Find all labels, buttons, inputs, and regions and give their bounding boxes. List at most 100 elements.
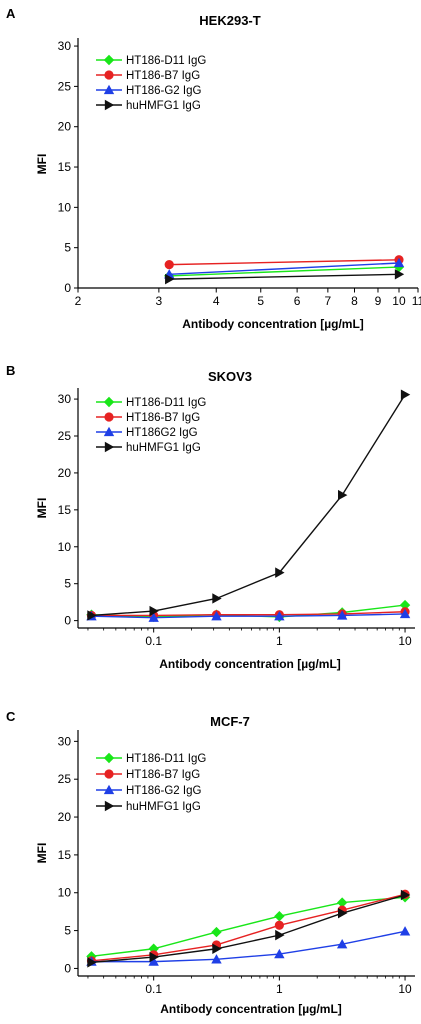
data-point — [399, 926, 411, 936]
legend-label: HT186-G2 IgG — [126, 85, 201, 97]
legend-marker — [104, 769, 114, 779]
legend-label: HT186-G2 IgG — [126, 785, 201, 797]
y-tick-label: 25 — [58, 429, 72, 443]
data-point — [148, 612, 159, 622]
y-tick-label: 20 — [58, 120, 72, 134]
data-point — [338, 489, 348, 501]
series-4 — [87, 389, 411, 621]
legend-label: huHMFG1 IgG — [126, 442, 201, 454]
series-line — [91, 930, 406, 963]
y-axis-title: MFI — [35, 154, 49, 175]
data-point — [274, 920, 284, 930]
series-line — [169, 273, 400, 280]
series-1 — [86, 892, 411, 962]
x-tick-label: 11 — [412, 294, 421, 308]
data-point — [336, 939, 348, 949]
legend-marker — [103, 426, 115, 437]
legend-marker — [103, 84, 115, 95]
panel-letter: C — [6, 709, 16, 724]
y-tick-label: 10 — [58, 540, 72, 554]
y-tick-label: 15 — [58, 848, 72, 862]
chart-panel-a: A HEK293-T 0 5 10 15 20 25 30 2 3 4 5 6 7 8 9 10 11 Antibod… — [6, 6, 421, 331]
data-point — [87, 610, 97, 621]
x-tick-label: 9 — [375, 294, 382, 308]
x-tick-label: 8 — [351, 294, 358, 308]
x-axis-title: Antibody concentration [µg/mL] — [182, 317, 364, 331]
data-point — [212, 593, 222, 604]
data-point — [274, 911, 285, 922]
x-tick-label: 10 — [398, 634, 412, 648]
x-tick-label: 4 — [213, 294, 220, 308]
x-tick-label: 1 — [276, 634, 283, 648]
series-line — [91, 394, 406, 617]
legend-label: HT186G2 IgG — [126, 427, 198, 439]
x-tick-label: 6 — [294, 294, 301, 308]
series-line — [91, 611, 406, 617]
series-2 — [164, 255, 404, 270]
x-tick-label: 2 — [75, 294, 82, 308]
panel-letter: B — [6, 363, 15, 378]
data-point — [336, 897, 348, 908]
y-axis-title: MFI — [35, 843, 49, 864]
legend-label: huHMFG1 IgG — [126, 100, 201, 112]
legend-marker — [104, 99, 115, 111]
legend-label: HT186-B7 IgG — [126, 769, 200, 781]
series-line — [91, 894, 406, 964]
x-tick-label: 10 — [398, 982, 412, 996]
legend-marker — [104, 70, 114, 80]
y-tick-label: 5 — [64, 924, 71, 938]
legend: HT186-D11 IgG HT186-B7 IgG HT186-G2 IgG huH… — [96, 54, 206, 112]
y-tick-label: 5 — [64, 577, 71, 591]
data-point — [211, 610, 222, 621]
y-tick-label: 0 — [64, 961, 71, 975]
legend-marker — [103, 752, 115, 764]
y-tick-label: 25 — [58, 79, 72, 93]
chart-title: MCF-7 — [210, 714, 250, 729]
x-tick-label: 1 — [276, 982, 283, 996]
panel-letter: A — [6, 6, 16, 21]
data-point — [400, 389, 411, 400]
data-point — [274, 610, 285, 621]
data-point — [164, 260, 174, 270]
y-tick-label: 5 — [64, 241, 71, 255]
data-point — [275, 567, 285, 578]
data-point — [338, 907, 348, 919]
data-point — [399, 608, 411, 619]
y-tick-label: 10 — [58, 886, 72, 900]
y-tick-label: 20 — [58, 810, 72, 824]
y-tick-label: 30 — [58, 39, 72, 53]
data-point — [87, 957, 97, 968]
legend: HT186-D11 IgG HT186-B7 IgG HT186G2 IgG huHM… — [96, 396, 206, 454]
chart-title: HEK293-T — [199, 13, 260, 28]
x-tick-label: 5 — [257, 294, 264, 308]
data-point — [212, 943, 222, 954]
legend-marker — [103, 784, 115, 795]
legend-marker — [104, 412, 114, 422]
legend-label: HT186-D11 IgG — [126, 397, 206, 409]
x-tick-label: 7 — [325, 294, 332, 308]
y-tick-label: 25 — [58, 772, 72, 786]
legend-label: HT186-D11 IgG — [126, 753, 206, 765]
x-axis-title: Antibody concentration [µg/mL] — [160, 1002, 342, 1016]
legend-label: HT186-B7 IgG — [126, 70, 200, 82]
data-point — [336, 610, 348, 620]
series-line — [169, 259, 400, 266]
series-4 — [165, 269, 405, 285]
legend-label: HT186-D11 IgG — [126, 55, 206, 67]
legend-label: huHMFG1 IgG — [126, 801, 201, 813]
y-tick-label: 0 — [64, 614, 71, 628]
data-point — [148, 943, 159, 954]
data-point — [275, 929, 285, 941]
chart-panel-c: C MCF-7 0 5 10 15 20 25 30 0.1 1 10 Antibody concent… — [6, 709, 415, 1016]
data-point — [211, 926, 222, 938]
legend-marker — [103, 54, 115, 66]
data-point — [399, 599, 411, 611]
data-point — [393, 257, 405, 268]
data-point — [394, 269, 405, 280]
legend-label: HT186-B7 IgG — [126, 412, 200, 424]
legend: HT186-D11 IgG HT186-B7 IgG HT186-G2 IgG huH… — [96, 752, 206, 813]
series-3 — [86, 926, 411, 966]
chart-panel-b: B SKOV3 0 5 10 15 20 25 30 0.1 1 10 Antibody concent… — [6, 363, 415, 671]
y-tick-label: 30 — [58, 392, 72, 406]
data-point — [148, 956, 159, 966]
